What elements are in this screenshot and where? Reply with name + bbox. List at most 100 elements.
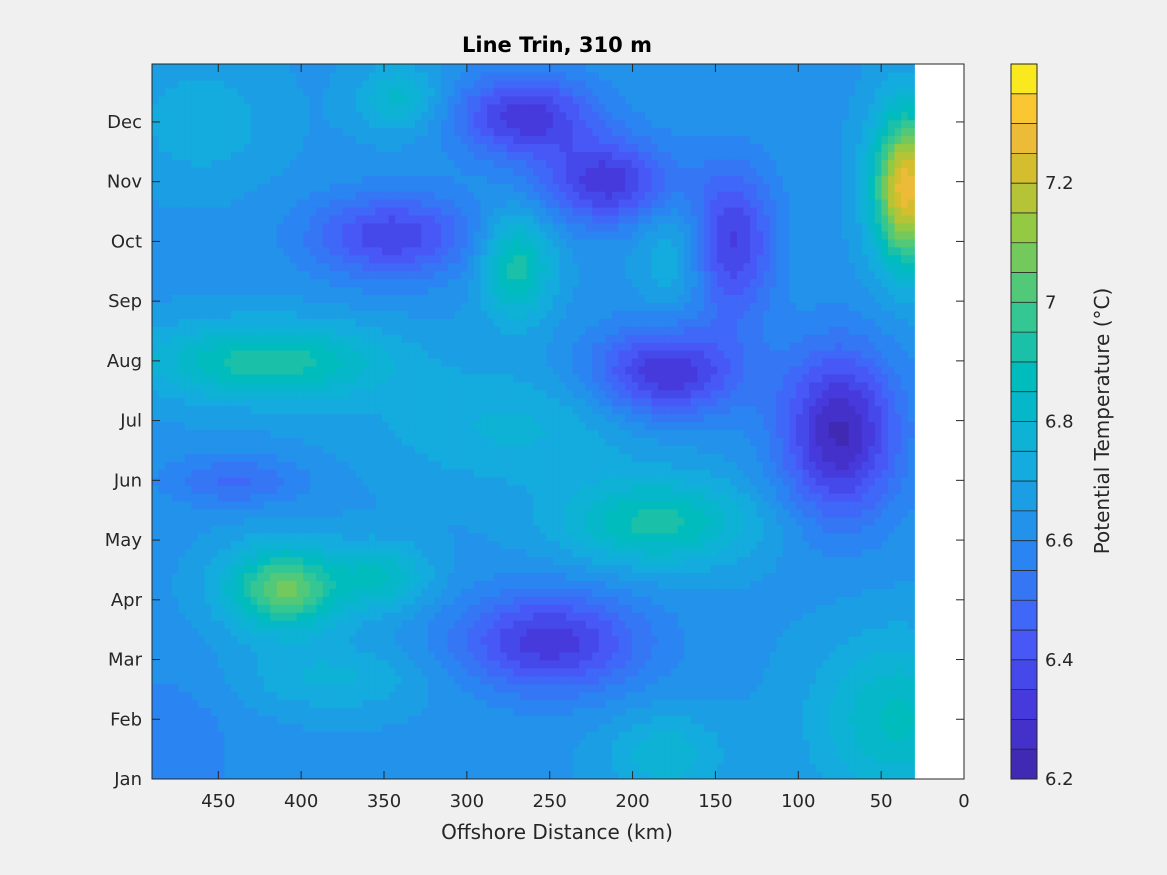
heatmap-cell (171, 556, 179, 566)
heatmap-cell (644, 715, 653, 724)
heatmap-cell (441, 683, 449, 693)
heatmap-cell (789, 588, 797, 597)
heatmap-cell (204, 707, 212, 717)
heatmap-cell (382, 469, 390, 478)
heatmap-cell (421, 548, 429, 558)
heatmap-cell (644, 620, 653, 629)
heatmap-cell (408, 707, 416, 717)
heatmap-cell (322, 739, 331, 748)
heatmap-cell (769, 675, 777, 685)
heatmap-cell (506, 620, 515, 629)
heatmap-cell (342, 485, 350, 494)
heatmap-cell (171, 683, 179, 693)
heatmap-cell (763, 524, 771, 534)
heatmap-cell (487, 437, 495, 446)
heatmap-cell (309, 524, 317, 534)
heatmap-cell (861, 651, 869, 661)
heatmap-cell (618, 628, 626, 637)
heatmap-cell (263, 437, 271, 446)
heatmap-cell (782, 747, 791, 756)
heatmap-cell (750, 755, 758, 764)
heatmap-cell (763, 516, 771, 526)
heatmap-cell (618, 540, 626, 550)
heatmap-cell (178, 524, 186, 534)
heatmap-cell (546, 604, 554, 613)
heatmap-cell (191, 675, 199, 685)
heatmap-cell (539, 524, 547, 534)
heatmap-cell (454, 548, 462, 558)
heatmap-cell (329, 524, 337, 534)
heatmap-cell (178, 699, 186, 709)
heatmap-cell (349, 763, 357, 772)
heatmap-cell (677, 548, 685, 558)
heatmap-cell (480, 739, 488, 748)
heatmap-cell (191, 747, 199, 756)
heatmap-cell (888, 675, 896, 685)
heatmap-cell (644, 731, 653, 740)
heatmap-cell (756, 715, 764, 724)
heatmap-cell (704, 620, 712, 629)
heatmap-cell (283, 596, 291, 605)
heatmap-cell (769, 485, 777, 494)
heatmap-cell (625, 747, 633, 756)
heatmap-cell (559, 612, 567, 621)
heatmap-cell (855, 691, 863, 701)
heatmap-cell (276, 485, 285, 494)
heatmap-cell (559, 771, 567, 779)
heatmap-cell (474, 651, 482, 661)
heatmap-cell (566, 755, 574, 764)
heatmap-cell (506, 691, 515, 701)
heatmap-cell (763, 461, 771, 470)
heatmap-cell (730, 437, 738, 446)
heatmap-cell (704, 763, 712, 772)
heatmap-cell (638, 620, 646, 629)
heatmap-cell (362, 643, 370, 653)
heatmap-cell (244, 540, 252, 550)
heatmap-cell (500, 659, 508, 669)
heatmap-cell (171, 493, 179, 502)
heatmap-cell (493, 516, 501, 526)
heatmap-cell (592, 771, 600, 779)
heatmap-cell (894, 524, 902, 534)
heatmap-cell (566, 445, 574, 454)
heatmap-cell (382, 493, 390, 502)
heatmap-cell (362, 437, 370, 446)
heatmap-cell (704, 532, 712, 542)
heatmap-cell (828, 604, 837, 613)
heatmap-cell (533, 524, 541, 534)
heatmap-cell (907, 596, 915, 605)
heatmap-cell (244, 723, 252, 732)
heatmap-cell (533, 572, 541, 581)
heatmap-cell (572, 707, 580, 717)
heatmap-cell (171, 548, 179, 558)
heatmap-cell (644, 747, 653, 756)
heatmap-cell (717, 485, 725, 494)
heatmap-cell (743, 485, 751, 494)
heatmap-cell (750, 731, 758, 740)
heatmap-cell (368, 485, 377, 494)
heatmap-cell (618, 683, 626, 693)
heatmap-cell (349, 628, 357, 637)
heatmap-cell (585, 453, 593, 462)
heatmap-cell (368, 445, 377, 454)
heatmap-cell (230, 532, 239, 542)
heatmap-cell (329, 699, 337, 709)
heatmap-cell (428, 516, 436, 526)
heatmap-cell (796, 485, 804, 494)
heatmap-cell (421, 683, 429, 693)
heatmap-cell (717, 596, 725, 605)
heatmap-cell (868, 675, 876, 685)
heatmap-cell (244, 747, 252, 756)
heatmap-cell (480, 493, 488, 502)
heatmap-cell (204, 485, 212, 494)
heatmap-cell (658, 771, 666, 779)
heatmap-cell (789, 723, 797, 732)
heatmap-cell (165, 691, 173, 701)
heatmap-cell (638, 667, 646, 677)
heatmap-cell (368, 699, 377, 709)
heatmap-cell (539, 683, 547, 693)
heatmap-cell (211, 667, 219, 677)
heatmap-cell (789, 636, 797, 645)
heatmap-cell (447, 540, 455, 550)
heatmap-cell (671, 715, 679, 724)
